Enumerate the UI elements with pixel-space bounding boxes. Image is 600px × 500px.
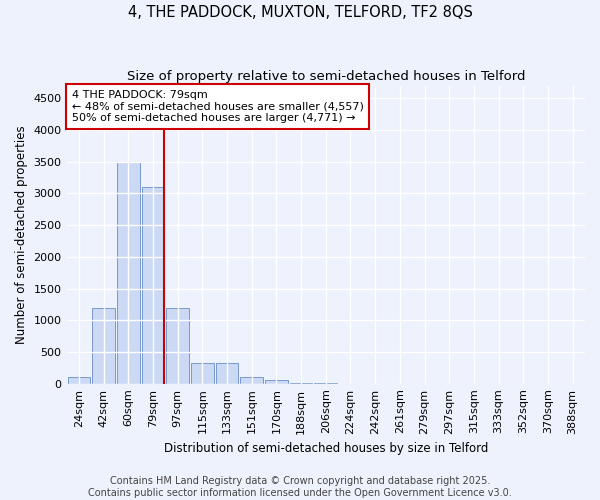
Text: 4, THE PADDOCK, MUXTON, TELFORD, TF2 8QS: 4, THE PADDOCK, MUXTON, TELFORD, TF2 8QS [128, 5, 472, 20]
Bar [265, 380, 288, 384]
Bar [142, 187, 164, 384]
Bar [92, 308, 115, 384]
Bar [191, 364, 214, 384]
Text: 4 THE PADDOCK: 79sqm
← 48% of semi-detached houses are smaller (4,557)
50% of se: 4 THE PADDOCK: 79sqm ← 48% of semi-detac… [72, 90, 364, 123]
Bar [166, 308, 189, 384]
Text: Contains HM Land Registry data © Crown copyright and database right 2025.
Contai: Contains HM Land Registry data © Crown c… [88, 476, 512, 498]
Bar [241, 376, 263, 384]
Bar [215, 364, 238, 384]
Bar [290, 382, 313, 384]
Bar [68, 378, 90, 384]
Y-axis label: Number of semi-detached properties: Number of semi-detached properties [15, 126, 28, 344]
X-axis label: Distribution of semi-detached houses by size in Telford: Distribution of semi-detached houses by … [164, 442, 488, 455]
Title: Size of property relative to semi-detached houses in Telford: Size of property relative to semi-detach… [127, 70, 525, 83]
Bar [117, 162, 140, 384]
